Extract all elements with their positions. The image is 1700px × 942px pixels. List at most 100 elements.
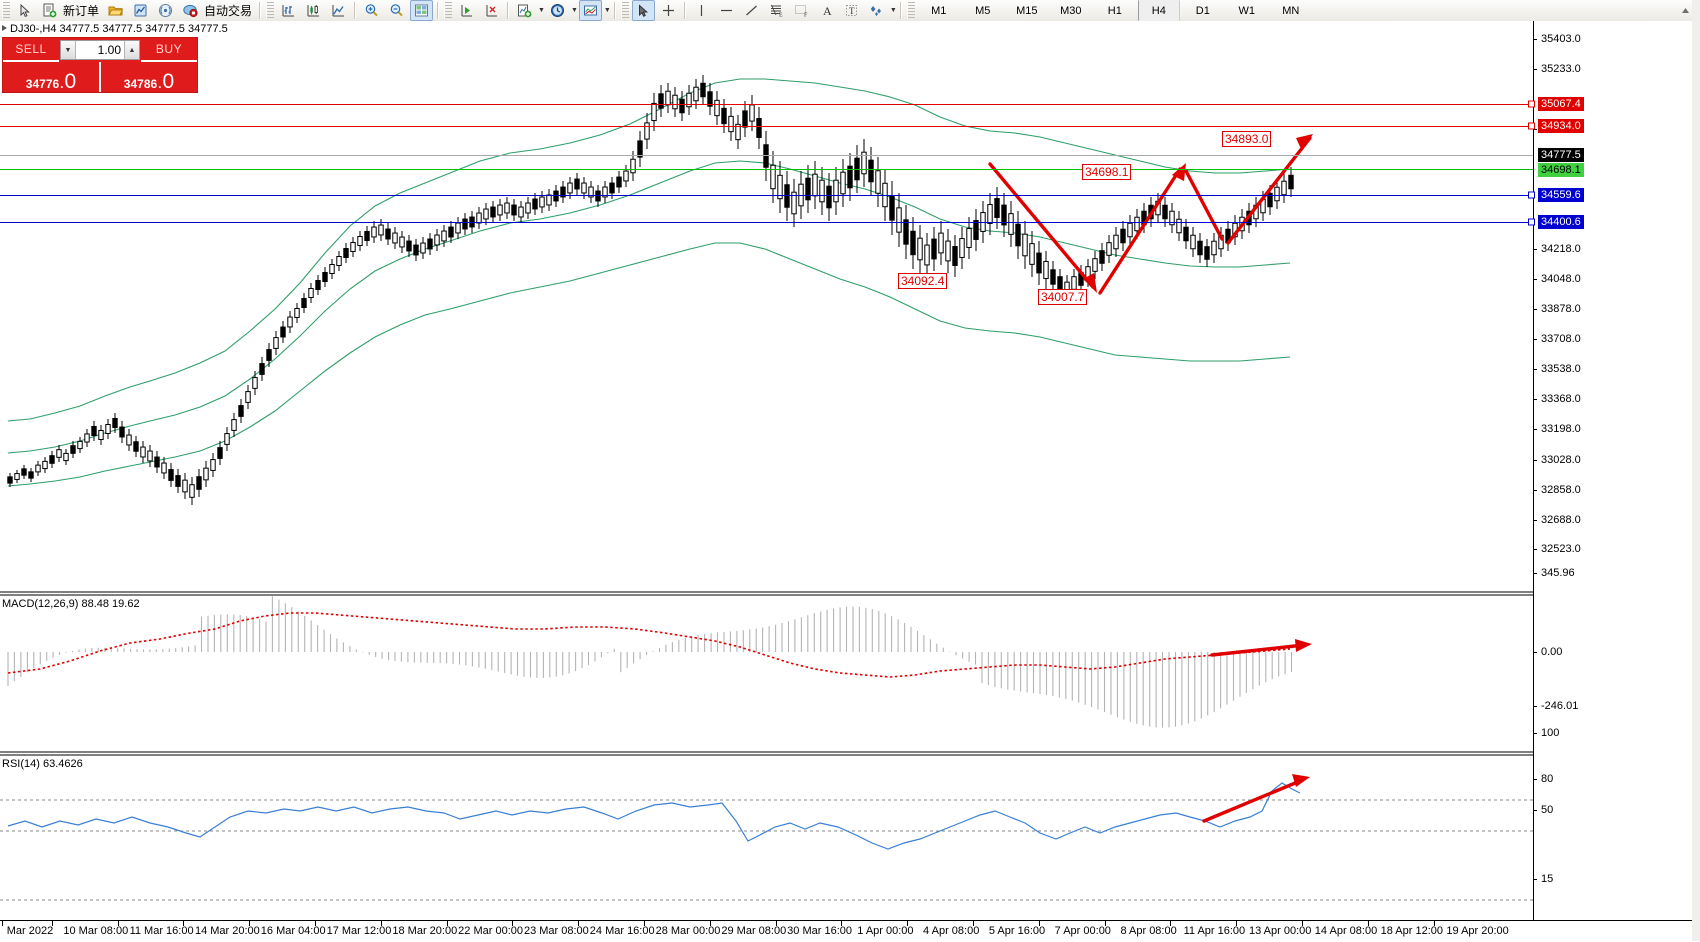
cursor-icon[interactable] [13, 0, 36, 21]
toolbar-grip-5[interactable] [906, 2, 915, 19]
fibo-icon[interactable]: E [765, 0, 788, 21]
toolbar-grip[interactable] [2, 2, 10, 19]
timeframe-d1[interactable]: D1 [1195, 4, 1210, 17]
toolbar-grip-4[interactable] [620, 2, 629, 19]
volume-value[interactable]: 1.00 [97, 43, 121, 57]
timeframe-h4[interactable]: H4 [1137, 0, 1180, 21]
level-line-34934[interactable] [0, 126, 1533, 127]
line-chart-icon[interactable] [327, 0, 350, 21]
new-order-label[interactable]: 新订单 [63, 4, 100, 18]
folder-icon[interactable] [104, 0, 127, 21]
collapse-triangle-icon[interactable] [2, 25, 7, 31]
level-line-34777[interactable] [0, 155, 1533, 156]
price-axis[interactable]: 35403.035233.034893.034218.034048.033878… [1533, 21, 1700, 920]
toolbar-grip-2[interactable] [266, 2, 275, 19]
price-badge-34934[interactable]: 34934.0 [1538, 119, 1584, 133]
time-tick [1236, 921, 1238, 926]
zoom-out-icon[interactable] [385, 0, 408, 21]
volume-decrease-icon[interactable]: ▼ [61, 41, 76, 59]
timeframe-w1[interactable]: W1 [1238, 4, 1256, 17]
price-badge-34777[interactable]: 34777.5 [1538, 148, 1584, 162]
hline-icon[interactable] [715, 0, 738, 21]
time-tick [51, 921, 53, 926]
objects-icon[interactable] [865, 0, 888, 21]
annotation-34092[interactable]: 34092.4 [898, 273, 948, 289]
volume-increase-icon[interactable]: ▲ [124, 41, 139, 59]
vline-icon[interactable] [690, 0, 713, 21]
crosshair-icon[interactable] [657, 0, 680, 21]
toolbar-separator-4 [507, 2, 510, 19]
level-handle-35067[interactable] [1528, 100, 1535, 108]
text-icon[interactable]: A [815, 0, 838, 21]
chevron-down-icon[interactable]: ▼ [538, 7, 545, 14]
indicator-list-icon[interactable] [129, 0, 152, 21]
sell-price[interactable]: 34776. 0 [3, 62, 99, 92]
chevron-down-icon-3[interactable]: ▼ [603, 7, 611, 14]
one-click-trading-panel[interactable]: SELL ▼ 1.00 ▲ BUY 34776. 0 34786. 0 [2, 37, 198, 93]
level-line-34400[interactable] [0, 222, 1533, 223]
period-icon[interactable] [546, 0, 569, 21]
auto-trading-icon[interactable] [179, 0, 202, 21]
toolbar-grip-3[interactable] [444, 2, 453, 19]
macd-indicator-label: MACD(12,26,9) 88.48 19.62 [2, 598, 140, 610]
chart-grid-icon[interactable] [410, 0, 434, 21]
annotation-34698[interactable]: 34698.1 [1082, 164, 1132, 180]
timeframe-m1[interactable]: M1 [931, 4, 947, 17]
price-tick-label: 32688.0 [1541, 513, 1581, 526]
price-badge-34400[interactable]: 34400.6 [1538, 215, 1584, 229]
timeframe-m30[interactable]: M30 [1060, 4, 1082, 17]
auto-scroll-icon[interactable] [480, 0, 503, 21]
level-line-34559[interactable] [0, 195, 1533, 196]
buy-button[interactable]: BUY [141, 38, 197, 62]
time-tick [841, 921, 843, 926]
timeframe-mn[interactable]: MN [1282, 4, 1300, 17]
timeframe-h1[interactable]: H1 [1107, 4, 1122, 17]
macd-tick-label: 345.96 [1541, 567, 1575, 579]
price-badge-34698[interactable]: 34698.1 [1538, 163, 1584, 177]
vertical-scrollbar[interactable] [1692, 0, 1700, 941]
equidistant-icon[interactable]: F [790, 0, 813, 21]
candlestick-chart-icon[interactable] [302, 0, 325, 21]
bar-chart-icon[interactable] [277, 0, 300, 21]
sell-button[interactable]: SELL [3, 38, 59, 62]
new-order-icon[interactable] [38, 0, 61, 21]
chevron-down-icon-4[interactable]: ▼ [889, 7, 897, 14]
timeframe-m15[interactable]: M15 [1016, 4, 1038, 17]
macd-tick [1533, 573, 1537, 574]
time-tick [907, 921, 909, 926]
text-label-icon[interactable]: T [840, 0, 863, 21]
annotation-34893[interactable]: 34893.0 [1222, 131, 1272, 147]
buy-price[interactable]: 34786. 0 [101, 62, 197, 92]
time-tick-label: 14 Mar 20:00 [194, 925, 260, 937]
pointer-icon[interactable] [631, 0, 655, 21]
level-handle-34934[interactable] [1528, 122, 1535, 130]
price-tick [1533, 129, 1537, 131]
timeframe-m5[interactable]: M5 [975, 4, 991, 17]
time-tick-label: 23 Mar 08:00 [523, 925, 589, 937]
scroll-up-icon[interactable] [1674, 0, 1697, 21]
chart-area[interactable]: DJ30-,H4 34777.5 34777.5 34777.5 34777.5… [0, 21, 1700, 942]
level-handle-34559[interactable] [1528, 191, 1535, 199]
add-indicator-icon[interactable] [513, 0, 536, 21]
annotation-34007[interactable]: 34007.7 [1038, 289, 1088, 305]
signal-icon[interactable] [154, 0, 177, 21]
price-divider [99, 62, 101, 92]
price-badge-34559[interactable]: 34559.6 [1538, 188, 1584, 202]
price-badge-35067[interactable]: 35067.4 [1538, 97, 1584, 111]
auto-trading-label[interactable]: 自动交易 [204, 4, 253, 18]
level-handle-34400[interactable] [1528, 218, 1535, 226]
rsi-tick [1533, 779, 1537, 780]
chevron-down-icon-2[interactable]: ▼ [570, 7, 578, 14]
level-line-34698[interactable] [0, 169, 1533, 170]
shift-end-icon[interactable] [455, 0, 478, 21]
price-tick-label: 32523.0 [1541, 543, 1581, 555]
sell-price-fraction: 0 [64, 70, 77, 93]
svg-text:E: E [779, 13, 783, 19]
time-axis[interactable]: Mar 2022 10 Mar 08:00 11 Mar 16:00 14 Mar 2… [0, 920, 1700, 942]
volume-stepper[interactable]: ▼ 1.00 ▲ [60, 40, 140, 60]
trendline-icon[interactable] [740, 0, 763, 21]
templates-icon[interactable] [578, 0, 602, 21]
time-tick-label: 22 Mar 00:00 [458, 925, 524, 937]
level-line-35067[interactable] [0, 104, 1533, 105]
zoom-in-icon[interactable] [360, 0, 383, 21]
